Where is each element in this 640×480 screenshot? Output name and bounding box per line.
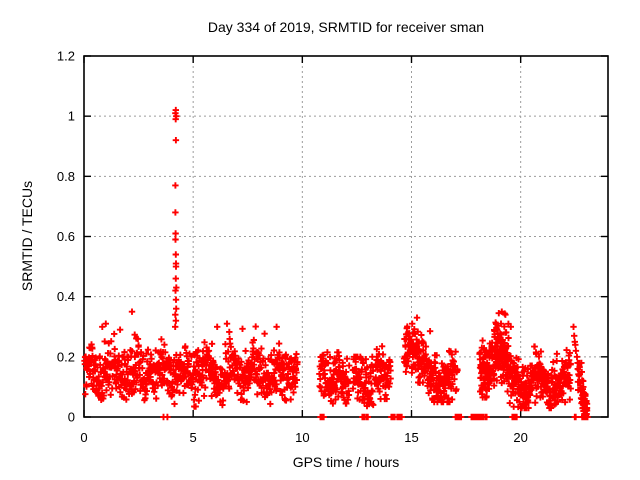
scatter-points: [81, 106, 591, 421]
x-tick-label: 20: [513, 430, 527, 445]
y-tick-label: 0: [68, 410, 75, 425]
y-tick-label: 0.4: [57, 289, 75, 304]
x-axis-label: GPS time / hours: [292, 454, 400, 470]
x-tick-label: 0: [80, 430, 87, 445]
y-tick-label: 0.2: [57, 349, 75, 364]
x-tick-label: 5: [190, 430, 197, 445]
y-tick-label: 0.8: [57, 169, 75, 184]
y-tick-label: 1.2: [57, 49, 75, 64]
y-tick-label: 1: [68, 109, 75, 124]
y-tick-label: 0.6: [57, 229, 75, 244]
chart-title: Day 334 of 2019, SRMTID for receiver sma…: [207, 19, 485, 35]
x-tick-label: 15: [404, 430, 418, 445]
x-tick-label: 10: [295, 430, 309, 445]
